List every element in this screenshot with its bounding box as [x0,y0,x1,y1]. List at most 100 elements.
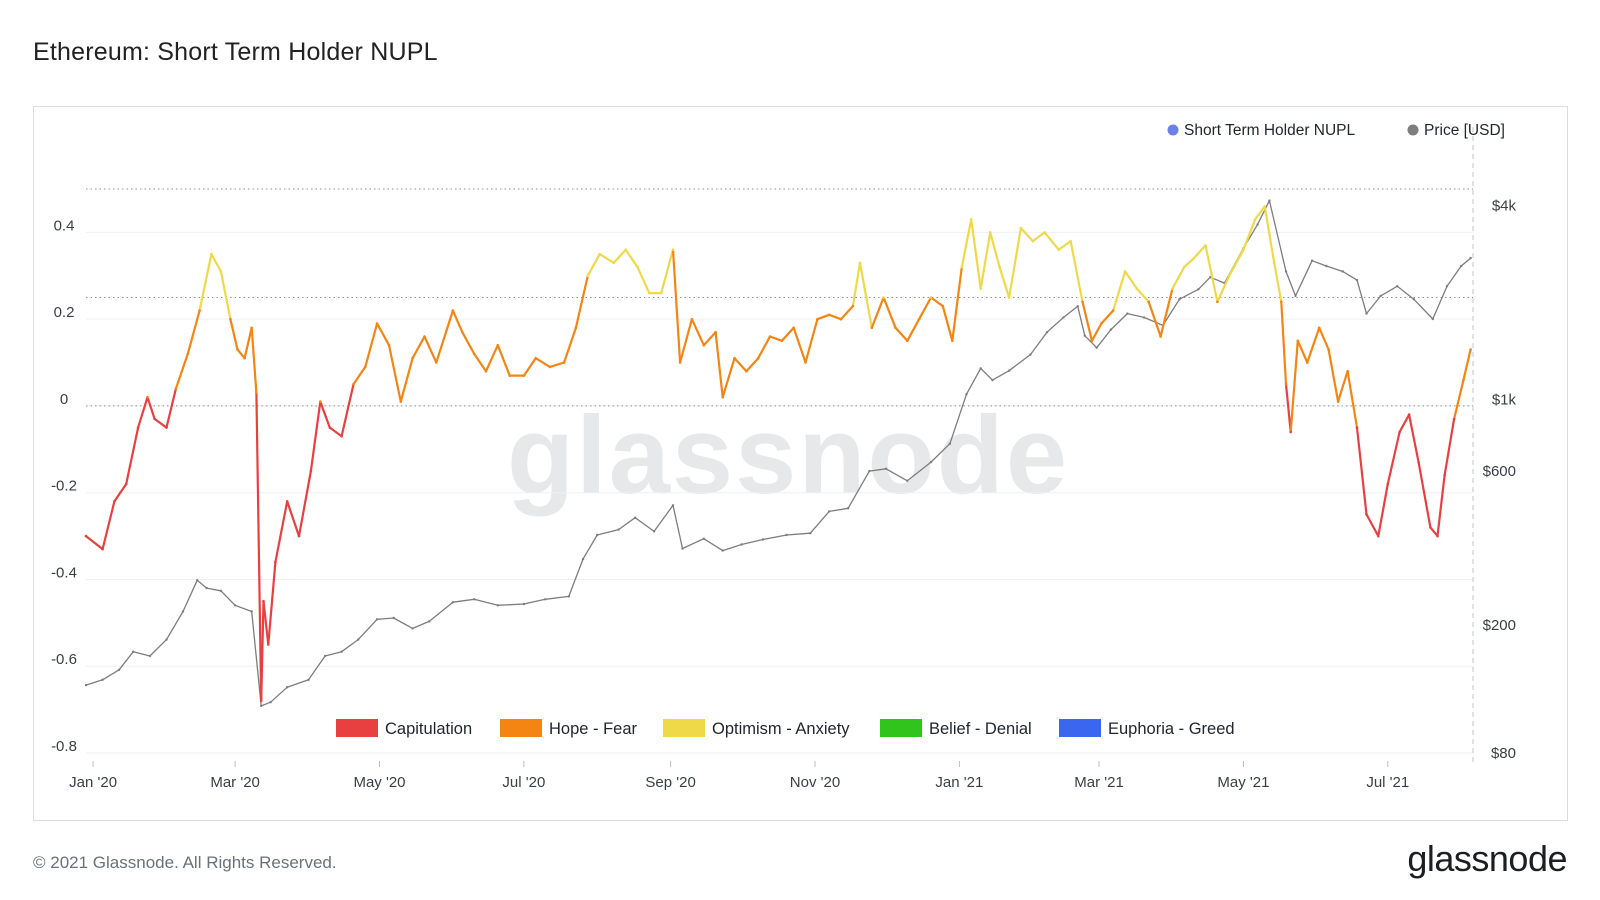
nupl-segment [1135,287,1150,303]
nupl-segment [1407,413,1420,464]
price-point [165,638,168,641]
nupl-point [423,335,426,338]
nupl-segment [690,318,705,347]
price-point [633,516,637,519]
nupl-segment [198,253,213,312]
nupl-point [1043,231,1046,234]
nupl-point [804,361,807,364]
nupl-point [1147,300,1150,304]
zone-legend: Capitulation Hope - Fear Optimism - Anxi… [336,719,1235,738]
footer-copyright: © 2021 Glassnode. All Rights Reserved. [33,853,337,872]
nupl-segment [574,274,589,329]
x-tick-label: Mar '20 [210,774,260,791]
y-left-tick-label: -0.8 [51,738,77,755]
footer-logo[interactable]: glassnode [1407,838,1567,879]
legend-nupl[interactable]: Short Term Holder NUPL [1167,122,1356,139]
nupl-segment [721,357,736,399]
nupl-point [671,248,675,251]
legend-price[interactable]: Price [USD] [1407,122,1505,139]
nupl-segment [84,535,104,551]
nupl-point [858,261,862,265]
price-point [761,538,765,541]
nupl-point [274,560,277,564]
zone-label-optimism-anxiety: Optimism - Anxiety [712,720,850,738]
nupl-segment [1284,383,1292,434]
price-point [1109,328,1113,331]
nupl-segment [586,253,601,277]
nupl-segment [745,357,760,373]
nupl-segment [262,600,270,646]
nupl-segment [125,426,140,486]
zone-threshold-lines [86,188,1473,407]
nupl-point [659,291,663,295]
nupl-segment [1306,326,1321,364]
watermark: glassnode [507,394,1069,517]
price-point [846,507,850,510]
nupl-segment [1462,348,1472,381]
nupl-point [174,387,178,390]
nupl-segment [660,248,675,295]
nupl-segment [376,322,391,347]
nupl-point [267,643,270,646]
nupl-point [998,265,1001,269]
nupl-segment [1090,322,1103,342]
price-point [496,604,499,607]
nupl-point [484,369,488,373]
nupl-point [250,326,253,330]
price-point [544,598,547,601]
nupl-point [721,395,724,399]
nupl-segment [236,348,246,360]
zone-swatch-capitulation [336,719,378,737]
x-tick-label: Mar '21 [1074,774,1124,791]
nupl-segment [870,296,885,329]
nupl-point [243,356,246,360]
price-point [473,598,476,601]
nupl-segment [1242,218,1257,251]
nupl-point [780,339,784,343]
nupl-segment [1443,417,1456,477]
nupl-point [1365,513,1368,516]
nupl-point [219,270,223,273]
nupl-point [319,400,322,403]
price-point [906,479,909,482]
nupl-segment [250,326,258,394]
nupl-segment [1112,270,1127,312]
nupl-point [1306,361,1309,364]
nupl-segment [153,417,168,429]
y-right-tick-label: $80 [1491,745,1516,762]
price-point [84,683,88,687]
zone-swatch-belief-denial [880,719,922,737]
nupl-segment [757,335,772,360]
nupl-point [146,395,149,399]
nupl-segment [484,344,499,373]
nupl-point [1007,296,1011,299]
nupl-point [612,261,616,265]
nupl-point [1216,300,1219,304]
nupl-segment [451,309,464,334]
price-point [671,504,675,507]
nupl-segment [941,305,954,342]
nupl-point [969,218,973,221]
nupl-segment [951,266,963,342]
nupl-segment [297,469,312,538]
nupl-point [1398,430,1401,434]
price-point [617,528,620,531]
nupl-segment [780,326,795,342]
nupl-segment [1069,240,1084,303]
price-point [1045,331,1049,334]
price-point [1029,353,1032,356]
nupl-point [979,287,982,291]
nupl-segment [792,326,807,364]
x-tick-label: Nov '20 [790,774,840,791]
nupl-point [1081,300,1084,304]
nupl-point [870,326,874,330]
price-point [1310,259,1314,262]
nupl-segment [906,318,921,342]
nupl-point [1031,239,1035,243]
nupl-point [1407,413,1411,416]
page-title: Ethereum: Short Term Holder NUPL [33,38,438,66]
nupl-segment [714,331,724,399]
price-point [1396,285,1399,288]
nupl-segment [229,318,239,351]
nupl-point [917,317,921,321]
